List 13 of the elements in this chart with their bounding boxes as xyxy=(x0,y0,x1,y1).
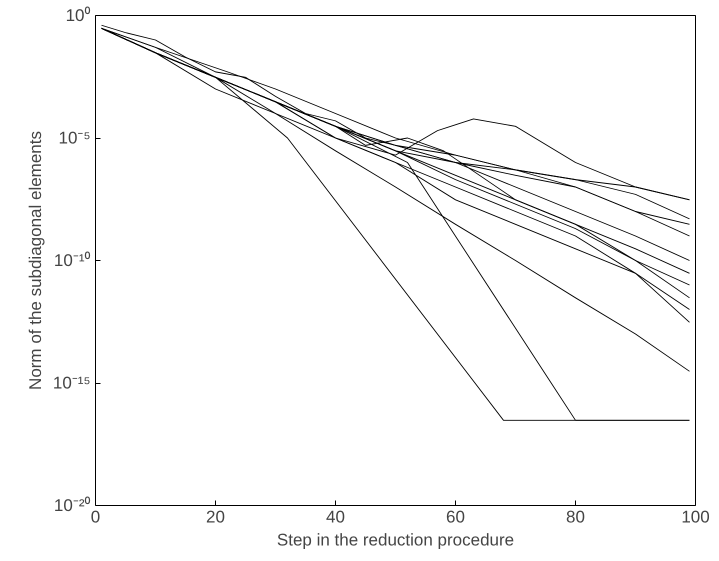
x-axis-title: Step in the reduction procedure xyxy=(276,530,514,550)
x-tick-label: 100 xyxy=(681,508,710,526)
y-axis-title: Norm of the subdiagonal elements xyxy=(26,131,45,390)
y-tick-label: 10⁻¹⁰ xyxy=(54,251,91,270)
y-tick-label: 10⁰ xyxy=(66,6,91,25)
x-tick-label: 40 xyxy=(326,508,345,526)
x-tick-label: 20 xyxy=(206,508,225,526)
x-tick-label: 0 xyxy=(90,508,100,526)
x-tick-label: 60 xyxy=(446,508,465,526)
y-tick-label: 10⁻¹⁵ xyxy=(52,374,91,392)
y-tick-label: 10⁻⁵ xyxy=(58,128,91,148)
x-tick-label: 80 xyxy=(566,508,585,526)
y-tick-label: 10⁻²⁰ xyxy=(54,496,91,515)
